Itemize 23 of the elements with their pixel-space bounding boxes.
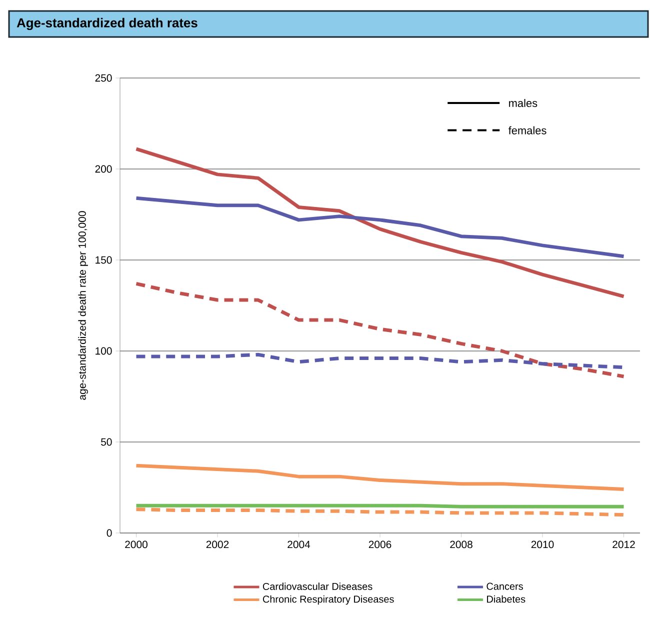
x-tick-label: 2006 bbox=[368, 540, 392, 548]
x-tick-label: 2004 bbox=[288, 540, 310, 548]
line-series bbox=[134, 147, 626, 298]
annotation: females bbox=[508, 126, 546, 134]
y-axis-title: age-standardized death rate per 100,000 bbox=[78, 211, 88, 400]
x-tick-label: 2010 bbox=[531, 540, 554, 548]
x-tick-label: 2002 bbox=[206, 540, 229, 548]
y-tick-label: 0 bbox=[106, 529, 112, 537]
y-tick-label: 250 bbox=[95, 74, 112, 82]
y-tick-label: 150 bbox=[96, 256, 112, 264]
line-series bbox=[134, 282, 626, 378]
x-tick-label: 2008 bbox=[450, 540, 472, 548]
chart-title: Age-standardized death rates bbox=[16, 18, 198, 30]
annotation: males bbox=[509, 98, 538, 108]
legend-label: Cancers bbox=[486, 582, 523, 590]
y-tick-label: 200 bbox=[95, 165, 112, 173]
x-tick-label: 2012 bbox=[612, 540, 635, 548]
x-tick-label: 2000 bbox=[125, 540, 148, 548]
y-tick-label: 50 bbox=[101, 438, 112, 446]
legend-label: Diabetes bbox=[487, 595, 526, 603]
legend-label: Chronic Respiratory Diseases bbox=[262, 595, 394, 605]
y-tick-label: 100 bbox=[96, 347, 112, 355]
legend-label: Cardiovascular Diseases bbox=[262, 582, 372, 590]
